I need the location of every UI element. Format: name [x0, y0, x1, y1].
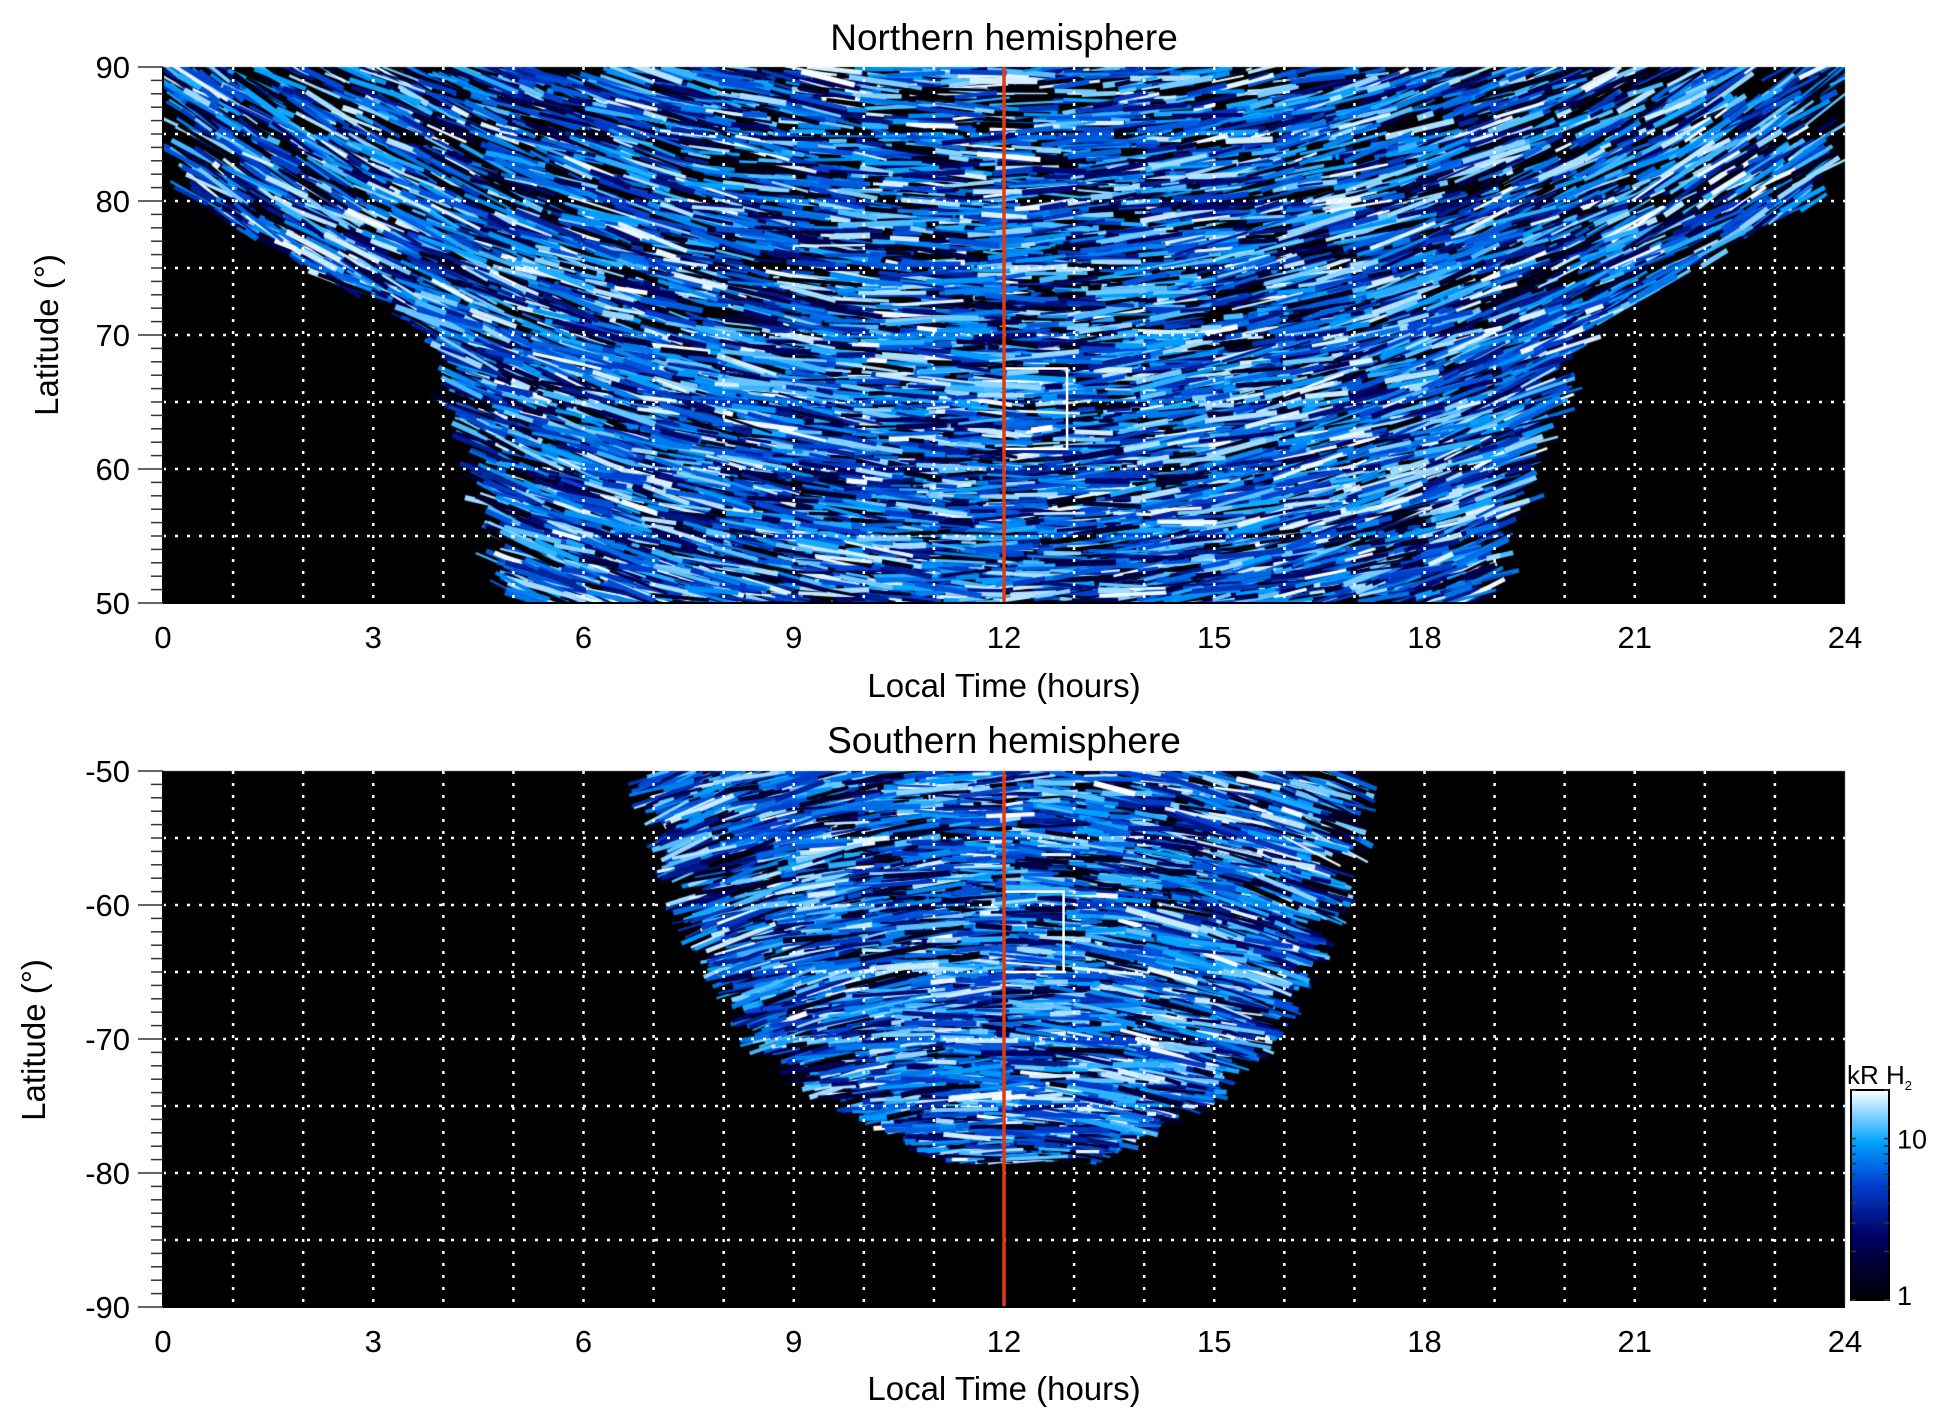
- y-tick-label: -80: [85, 1156, 130, 1191]
- chart-title: Northern hemisphere: [830, 17, 1178, 58]
- y-tick-label: -60: [85, 888, 130, 923]
- y-tick-label: -50: [85, 754, 130, 789]
- y-tick-label: 90: [96, 50, 130, 85]
- x-tick-label: 21: [1618, 1324, 1652, 1359]
- y-tick-label: -90: [85, 1290, 130, 1325]
- x-tick-label: 12: [987, 1324, 1021, 1359]
- x-tick-label: 9: [785, 620, 802, 655]
- x-tick-label: 6: [575, 1324, 592, 1359]
- x-tick-label: 18: [1407, 620, 1441, 655]
- x-tick-label: 15: [1197, 1324, 1231, 1359]
- colorbar-tick-label: 1: [1897, 1281, 1912, 1311]
- x-tick-label: 24: [1828, 1324, 1862, 1359]
- chart-title: Southern hemisphere: [827, 720, 1181, 761]
- highlight-box: [1002, 367, 1069, 451]
- x-tick-label: 0: [154, 1324, 171, 1359]
- x-tick-label: 24: [1828, 620, 1862, 655]
- y-tick-label: 60: [96, 452, 130, 487]
- x-tick-label: 15: [1197, 620, 1231, 655]
- x-axis-label: Local Time (hours): [867, 1370, 1140, 1407]
- colorbar: kR H2 1 10: [1847, 1060, 1927, 1311]
- colorbar-tick-label: 10: [1897, 1125, 1927, 1155]
- y-tick-label: -70: [85, 1022, 130, 1057]
- northern-panel: Northern hemisphere Local Time (hours) L…: [28, 17, 1862, 704]
- x-tick-label: 18: [1407, 1324, 1441, 1359]
- southern-panel: Southern hemisphere Local Time (hours) L…: [15, 720, 1862, 1407]
- x-tick-label: 9: [785, 1324, 802, 1359]
- y-tick-label: 80: [96, 184, 130, 219]
- y-axis-label: Latitude (°): [15, 959, 52, 1121]
- x-tick-label: 0: [154, 620, 171, 655]
- y-tick-label: 70: [96, 318, 130, 353]
- x-tick-label: 12: [987, 620, 1021, 655]
- x-tick-label: 3: [365, 1324, 382, 1359]
- x-tick-label: 21: [1618, 620, 1652, 655]
- y-axis-label: Latitude (°): [28, 254, 65, 416]
- x-axis-label: Local Time (hours): [867, 667, 1140, 704]
- highlight-box: [1002, 890, 1065, 974]
- colorbar-gradient: [1850, 1089, 1890, 1301]
- y-tick-label: 50: [96, 586, 130, 621]
- x-tick-label: 6: [575, 620, 592, 655]
- x-tick-label: 3: [365, 620, 382, 655]
- colorbar-label: kR H2: [1847, 1060, 1912, 1093]
